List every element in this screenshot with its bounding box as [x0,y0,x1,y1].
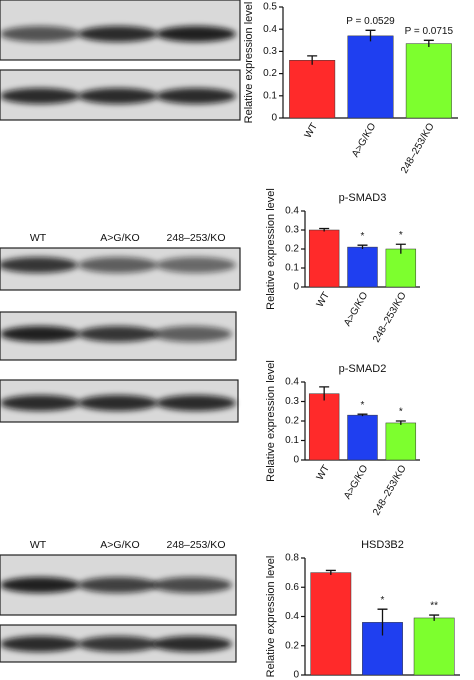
annotation: * [381,595,385,606]
x-tick-label: WT [303,121,320,140]
blot-band [152,326,232,342]
bar [385,422,417,461]
y-tick-label: 0.8 [285,553,299,564]
chart-title: p-SMAD3 [339,192,387,204]
bar [289,60,336,119]
annotation: * [399,230,403,241]
y-tick-label: 0.3 [263,46,277,57]
blot-band [156,395,236,411]
error-bar [357,244,368,249]
blot-band [78,636,158,652]
blot-band [78,257,158,273]
y-tick-label: 0.2 [263,68,277,79]
y-tick-label: 0.6 [285,582,299,593]
blots [0,0,241,663]
bar [385,248,417,288]
y-tick-label: 0.2 [285,416,299,427]
annotation: * [361,400,365,411]
bar [310,572,352,676]
error-bar [377,608,388,636]
y-tick-label: 0.1 [285,263,299,274]
y-axis-label: Relative expression level [265,360,277,482]
lane-label: WT [30,539,47,551]
y-tick-label: 0.3 [285,396,299,407]
y-tick-label: 0.2 [285,244,299,255]
blot-band [78,326,158,342]
y-tick-label: 0 [293,670,299,680]
bar [308,229,340,288]
y-tick-label: 0.2 [285,640,299,651]
bar [347,414,378,461]
error-bar [395,420,406,425]
y-tick-label: 0.4 [263,24,277,35]
y-tick-label: 0.3 [285,225,299,236]
y-tick-label: 0.4 [285,206,299,217]
y-tick-label: 0 [271,113,277,124]
blot-band [152,636,232,652]
annotation: ** [430,601,438,612]
blot-band [0,577,80,593]
blot-band [0,636,80,652]
y-tick-label: 0.5 [263,2,277,13]
x-tick-label: A>G/KO [342,290,370,328]
blot-band [0,26,80,42]
lane-label: 248–253/KO [167,539,226,551]
blot-band [0,88,80,104]
bar [347,246,378,288]
annotation: P = 0.0529 [346,16,395,27]
y-tick-label: 0 [293,455,299,466]
blot-band [0,257,78,273]
lane-label: A>G/KO [100,539,139,551]
x-tick-label: A>G/KO [350,121,378,159]
y-axis-label: Relative expression level [243,2,255,124]
error-bar [429,614,440,621]
error-bar [365,29,376,42]
bar [405,43,452,119]
bar [413,617,455,676]
chart-title: HSD3B2 [361,539,404,551]
y-tick-label: 0.4 [285,377,299,388]
error-bar [325,569,336,575]
blot-band [152,577,232,593]
blot-band [0,395,80,411]
x-tick-label: A>G/KO [342,463,370,501]
x-tick-label: WT [315,290,332,309]
annotation: P = 0.0715 [405,26,454,37]
blot-band [156,26,236,42]
error-bar [307,55,318,65]
error-bar [357,413,368,417]
error-bar [423,39,434,47]
blot-band [0,326,80,342]
lane-label: 248–253/KO [167,232,226,244]
annotation: * [399,407,403,418]
error-bar [319,227,330,232]
x-tick-label: 248–253/KO [399,121,437,175]
blot-band [78,577,158,593]
blot-band [78,26,158,42]
y-axis-label: Relative expression level [265,188,277,310]
blot-band [156,88,236,104]
blot-band [78,395,158,411]
y-tick-label: 0.4 [285,611,299,622]
chart-title: p-SMAD2 [339,363,387,375]
y-tick-label: 0 [293,282,299,293]
lane-label: A>G/KO [100,232,139,244]
x-tick-label: WT [315,463,332,482]
y-tick-label: 0.1 [285,435,299,446]
y-axis-label: Relative expression level [265,556,277,678]
lane-label: WT [30,232,47,244]
blot-band [78,88,158,104]
bar [308,393,340,461]
error-bar [395,243,406,254]
blot-band [156,257,236,273]
annotation: * [361,231,365,242]
error-bar [319,386,330,401]
x-tick-label: 248–253/KO [371,463,409,517]
y-tick-label: 0.1 [263,90,277,101]
x-tick-label: 248–253/KO [371,290,409,344]
bar [347,35,394,119]
